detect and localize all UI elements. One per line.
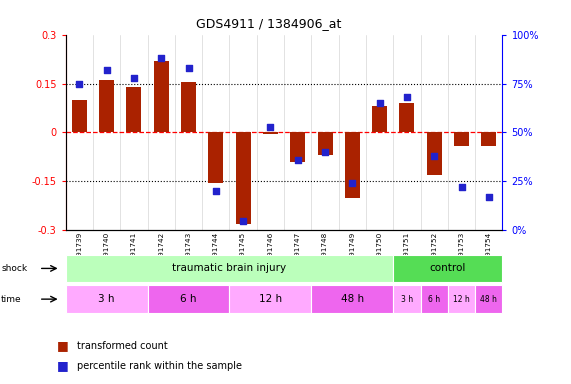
Text: GDS4911 / 1384906_at: GDS4911 / 1384906_at — [196, 17, 341, 30]
Point — [320, 149, 329, 155]
Text: time: time — [1, 295, 22, 304]
Text: 6 h: 6 h — [428, 295, 440, 304]
Bar — [208, 132, 223, 183]
Point — [484, 194, 493, 200]
Text: percentile rank within the sample: percentile rank within the sample — [77, 361, 242, 371]
Bar — [99, 80, 114, 132]
Point — [102, 67, 111, 73]
Text: 3 h: 3 h — [98, 294, 115, 304]
Point — [293, 157, 302, 163]
Point — [130, 74, 139, 81]
Point — [403, 94, 412, 100]
Text: 12 h: 12 h — [259, 294, 282, 304]
Bar — [181, 82, 196, 132]
Text: traumatic brain injury: traumatic brain injury — [172, 263, 287, 273]
Point — [375, 100, 384, 106]
Text: 48 h: 48 h — [341, 294, 364, 304]
Text: 12 h: 12 h — [453, 295, 470, 304]
Text: ■: ■ — [57, 339, 73, 352]
Point — [75, 81, 84, 87]
Bar — [454, 132, 469, 146]
Text: ■: ■ — [57, 359, 73, 372]
Bar — [345, 132, 360, 198]
Bar — [290, 132, 305, 162]
Point — [348, 180, 357, 187]
Point — [184, 65, 193, 71]
Bar — [126, 87, 142, 132]
Text: 48 h: 48 h — [480, 295, 497, 304]
Point — [211, 188, 220, 194]
Text: 3 h: 3 h — [401, 295, 413, 304]
Point — [156, 55, 166, 61]
Point — [429, 153, 439, 159]
Bar — [236, 132, 251, 224]
Point — [457, 184, 466, 190]
Bar — [400, 103, 415, 132]
Bar — [372, 106, 387, 132]
Text: transformed count: transformed count — [77, 341, 168, 351]
Point — [266, 124, 275, 130]
Point — [239, 217, 248, 223]
Bar — [317, 132, 332, 156]
Text: 6 h: 6 h — [180, 294, 197, 304]
Bar — [154, 61, 168, 132]
Bar — [427, 132, 442, 175]
Bar — [481, 132, 496, 146]
Text: shock: shock — [1, 264, 27, 273]
Bar — [72, 100, 87, 132]
Bar — [263, 132, 278, 134]
Text: control: control — [430, 263, 466, 273]
